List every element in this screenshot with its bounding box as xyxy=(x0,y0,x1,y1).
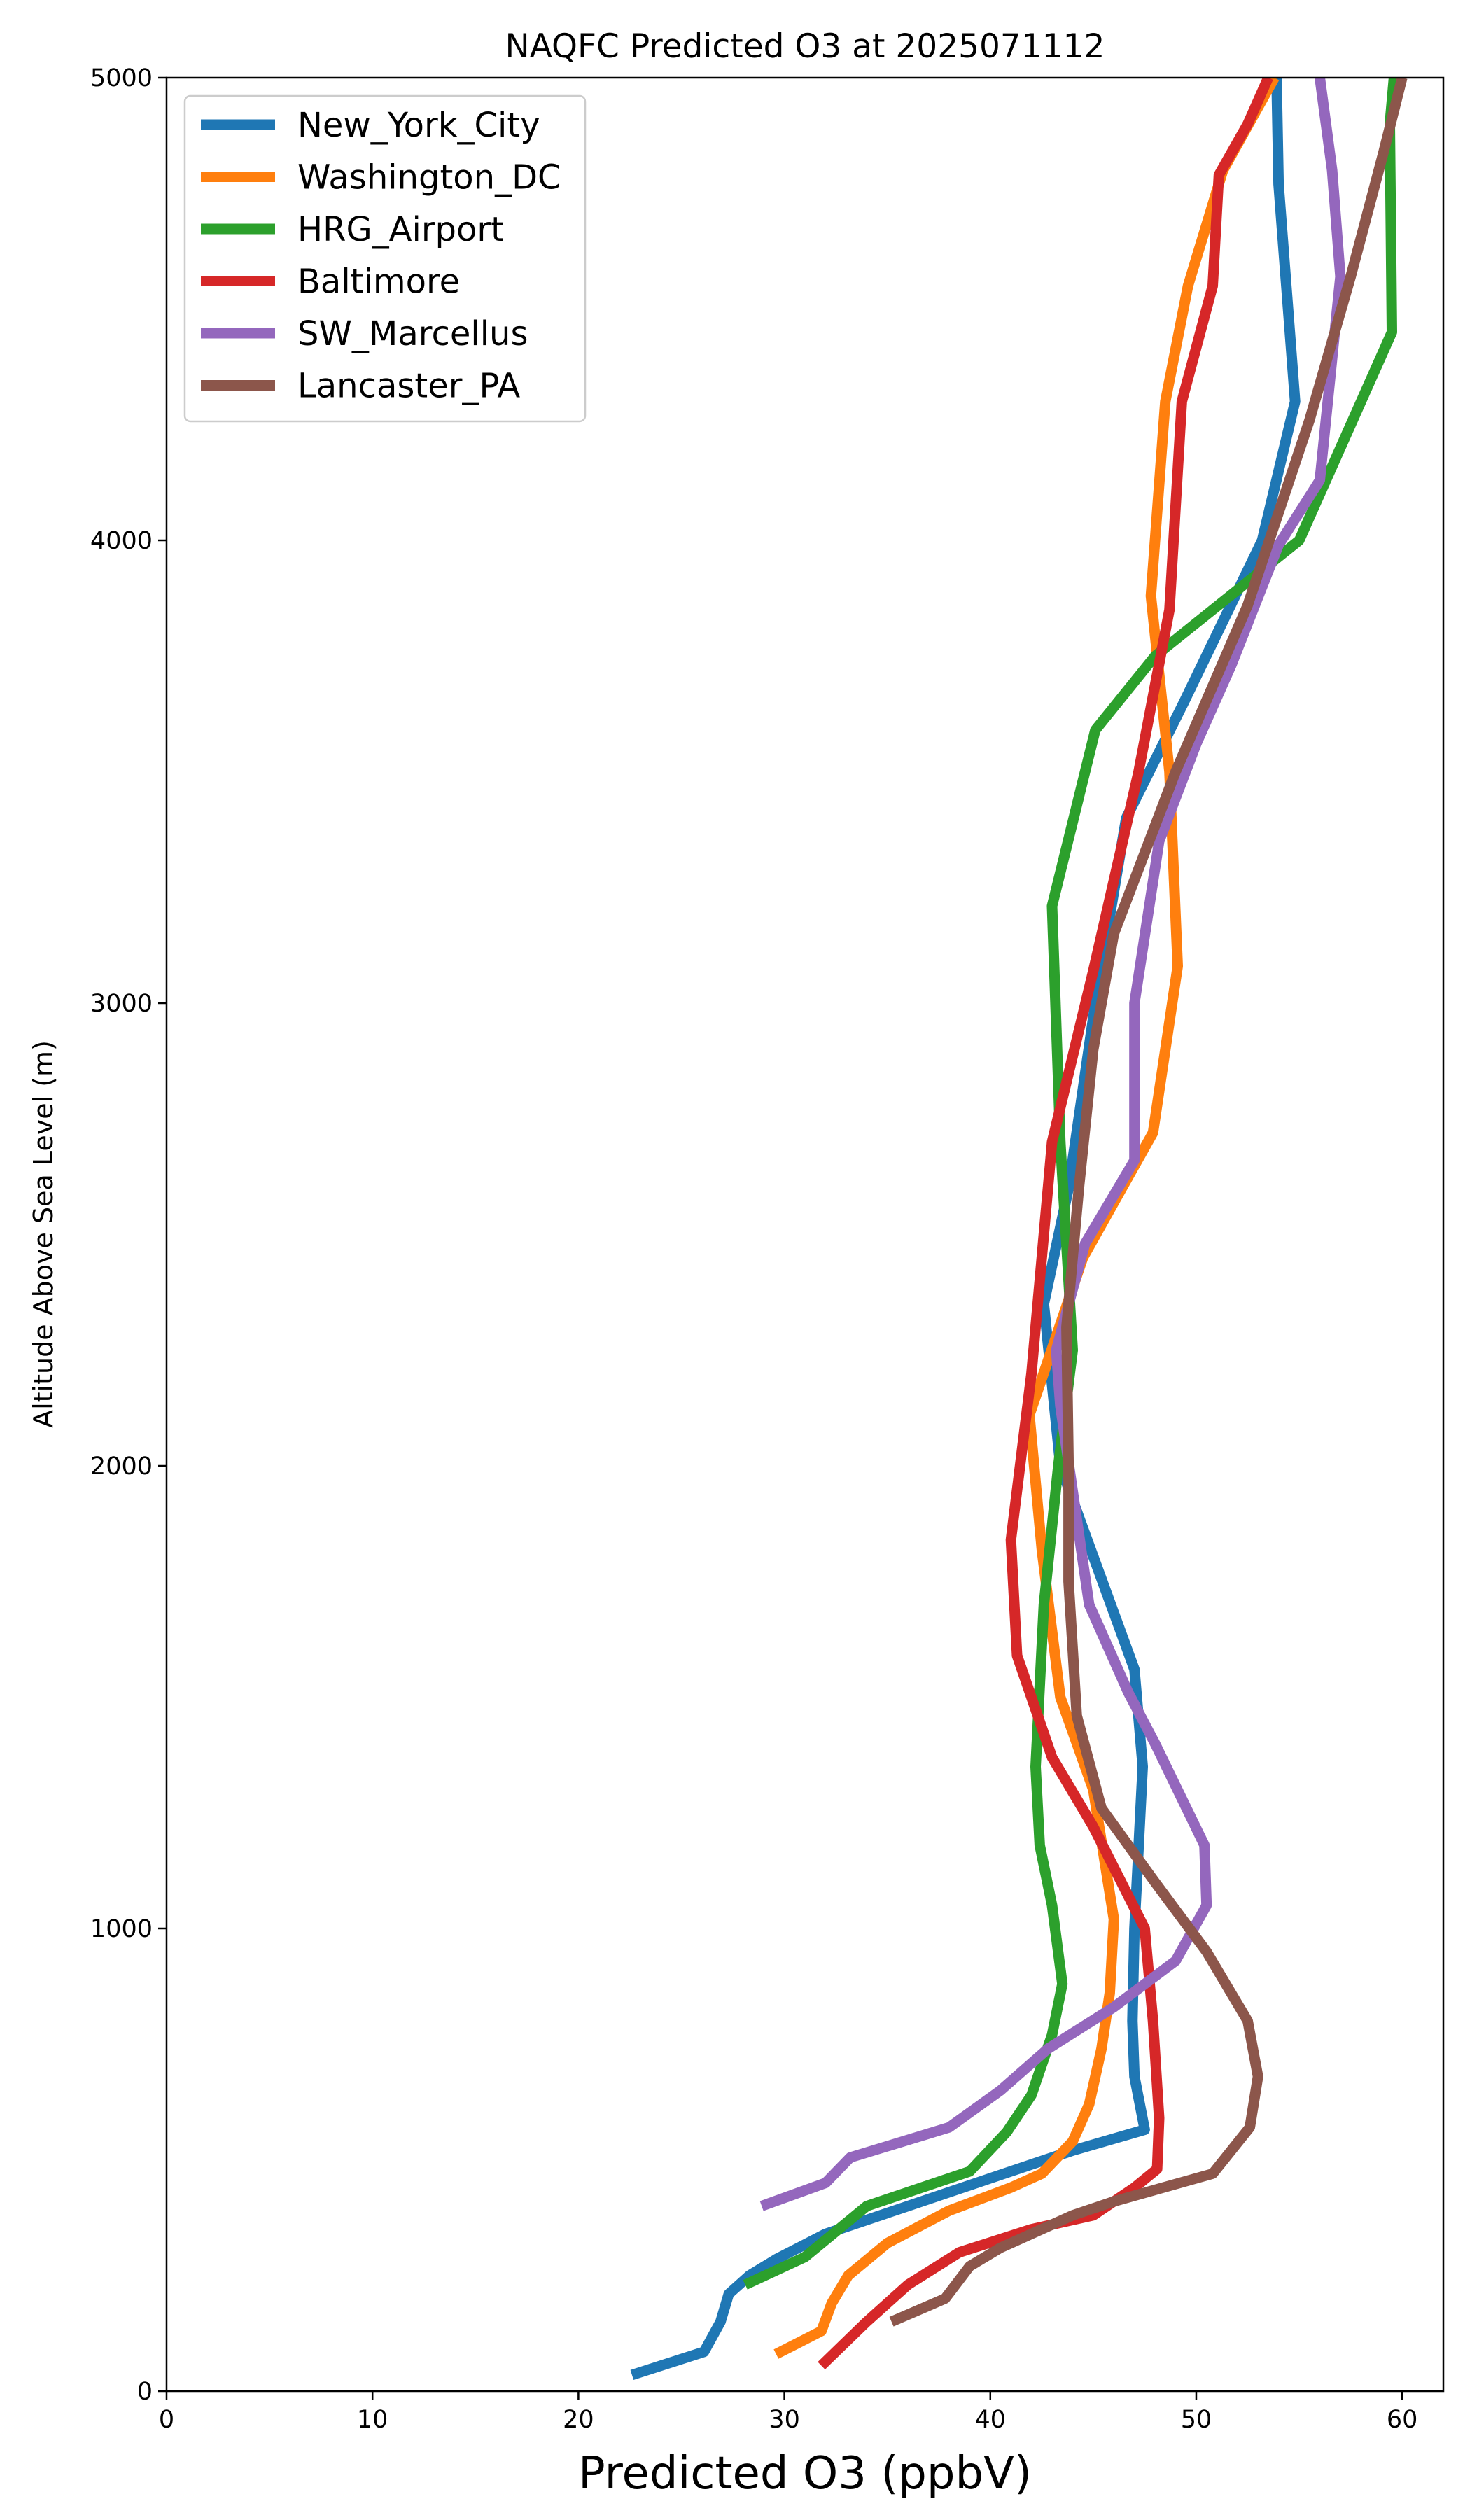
x-tick-label: 60 xyxy=(1387,2406,1418,2434)
series-line-sw-marcellus xyxy=(760,78,1346,2211)
legend-label-hrg-airport: HRG_Airport xyxy=(298,210,504,249)
y-tick-label: 2000 xyxy=(90,1452,153,1480)
x-tick-label: 10 xyxy=(357,2406,388,2434)
y-tick-label: 1000 xyxy=(90,1915,153,1943)
series-line-hrg-airport xyxy=(743,78,1399,2290)
legend-label-baltimore: Baltimore xyxy=(298,262,460,302)
series-line-baltimore xyxy=(818,78,1273,2370)
x-tick-label: 30 xyxy=(769,2406,800,2434)
x-tick-label: 40 xyxy=(975,2406,1007,2434)
y-tick-label: 3000 xyxy=(90,990,153,1018)
series-line-new-york-city xyxy=(630,78,1301,2381)
legend-label-washington-dc: Washington_DC xyxy=(298,158,561,197)
y-axis-label: Altitude Above Sea Level (m) xyxy=(28,1040,59,1428)
y-tick-label: 0 xyxy=(137,2378,153,2406)
x-tick-label: 0 xyxy=(159,2406,174,2434)
legend-label-new-york-city: New_York_City xyxy=(298,106,540,145)
legend-label-sw-marcellus: SW_Marcellus xyxy=(298,314,528,354)
x-tick-label: 50 xyxy=(1181,2406,1212,2434)
x-tick-label: 20 xyxy=(563,2406,594,2434)
legend-label-lancaster-pa: Lancaster_PA xyxy=(298,367,520,406)
plot-area-frame xyxy=(165,76,1445,2393)
legend: New_York_City Washington_DC HRG_Airport Bal… xyxy=(183,94,587,423)
y-tick-label: 5000 xyxy=(90,64,153,92)
y-axis: 0 1000 2000 3000 4000 5000 xyxy=(90,64,167,2406)
series-layer xyxy=(630,78,1408,2381)
y-tick-label: 4000 xyxy=(90,527,153,555)
legend-box xyxy=(183,94,587,423)
x-axis: 0 10 20 30 40 50 60 xyxy=(159,2391,1418,2434)
series-line-lancaster-pa xyxy=(889,78,1408,2327)
x-axis-label: Predicted O3 (ppbV) xyxy=(578,2448,1032,2500)
series-line-washington-dc xyxy=(774,78,1280,2359)
chart-title: NAQFC Predicted O3 at 2025071112 xyxy=(505,27,1105,66)
